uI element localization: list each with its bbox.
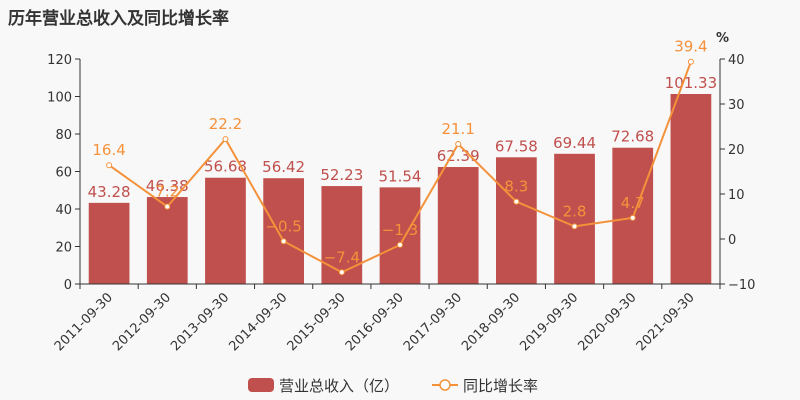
bar-value-label: 46.38 — [146, 177, 189, 195]
x-axis-tick-label: 2013-09-30 — [168, 290, 232, 354]
line-value-label: 2.8 — [563, 202, 587, 220]
line-point — [222, 136, 229, 143]
bar-value-labels: 43.28 46.38 56.68 56.42 52.23 51.54 62.39 67.58… — [88, 74, 718, 201]
x-axis-tick-label: 2017-09-30 — [401, 290, 465, 354]
right-axis-tick-label: 20 — [728, 143, 745, 158]
x-axis-tick-label: 2011-09-30 — [52, 290, 116, 354]
line-point — [571, 223, 578, 230]
line-value-label: 21.1 — [441, 120, 474, 138]
line-point — [687, 58, 694, 65]
left-axis-tick-label: 120 — [47, 53, 72, 68]
bar — [437, 167, 479, 284]
right-axis-tick-label: 0 — [728, 233, 736, 248]
line-value-labels: 16.4 7.2 22.2 −0.5 −7.4 −1.3 21.1 8.3 2.8 4.7 39.4 — [92, 38, 707, 267]
line-value-label: 4.7 — [621, 194, 645, 212]
bar-value-label: 101.33 — [665, 74, 718, 92]
line-series — [106, 58, 694, 276]
x-axis-tick-label: 2018-09-30 — [459, 290, 523, 354]
left-axis-tick-label: 100 — [47, 91, 72, 106]
legend-bar-swatch[interactable] — [248, 378, 274, 392]
bar-value-label: 43.28 — [88, 183, 131, 201]
line-value-label: 8.3 — [504, 178, 528, 196]
line-point — [513, 198, 520, 205]
x-axis-tick-label: 2016-09-30 — [343, 290, 407, 354]
bar-value-label: 69.44 — [553, 134, 596, 152]
line-value-label: 22.2 — [209, 115, 242, 133]
bar — [379, 187, 421, 284]
line-point — [629, 214, 636, 221]
bar-value-label: 67.58 — [495, 137, 538, 155]
bar-series — [88, 94, 712, 284]
bar — [670, 94, 712, 284]
bar — [321, 186, 363, 284]
right-axis-tick-label: 10 — [728, 188, 745, 203]
line-point — [455, 141, 462, 148]
bar — [496, 157, 537, 284]
left-axis-tick-label: 0 — [64, 278, 72, 293]
left-axis-tick-label: 60 — [55, 166, 72, 181]
bar — [205, 177, 246, 284]
left-axis-tick-label: 20 — [55, 241, 72, 256]
line-point — [164, 203, 171, 210]
bar — [554, 153, 595, 284]
x-axis-tick-label: 2021-09-30 — [634, 290, 698, 354]
right-axis-tick-label: 30 — [728, 98, 745, 113]
line-value-label: −7.4 — [324, 248, 360, 266]
legend-line-label[interactable]: 同比增长率 — [463, 377, 538, 395]
bar — [263, 178, 304, 284]
bar-value-label: 52.23 — [320, 166, 363, 184]
line-point — [280, 238, 287, 245]
x-axis-tick-label: 2015-09-30 — [285, 290, 349, 354]
bar-value-label: 56.42 — [262, 158, 305, 176]
line-value-label: 16.4 — [92, 141, 125, 159]
x-axis-tick-label: 2020-09-30 — [576, 290, 640, 354]
line-point — [397, 241, 403, 248]
left-axis-tick-label: 40 — [55, 203, 72, 218]
x-axis-tick-label: 2012-09-30 — [110, 290, 174, 354]
x-axis-tick-label: 2014-09-30 — [226, 290, 290, 354]
line-point — [106, 162, 113, 169]
line-value-label: −1.3 — [382, 221, 418, 239]
right-axis-unit: % — [716, 31, 729, 46]
left-axis-tick-label: 80 — [55, 128, 72, 143]
legend: 营业总收入（亿） 同比增长率 — [248, 377, 538, 395]
line-value-label: 7.2 — [155, 183, 179, 201]
line-point — [338, 269, 345, 276]
legend-line-marker — [439, 379, 451, 391]
bar-value-label: 62.39 — [437, 147, 480, 165]
x-axis-tick-label: 2019-09-30 — [517, 290, 581, 354]
legend-bar-label[interactable]: 营业总收入（亿） — [279, 377, 399, 395]
bar — [88, 202, 130, 284]
bar-value-label: 51.54 — [379, 167, 422, 185]
right-axis-tick-label: −10 — [728, 278, 755, 293]
bar-value-label: 72.68 — [611, 128, 654, 146]
line-value-label: −0.5 — [265, 217, 301, 235]
bar — [146, 197, 188, 284]
chart-title: 历年营业总收入及同比增长率 — [8, 9, 229, 29]
right-axis-tick-label: 40 — [728, 53, 745, 68]
bar-value-label: 56.68 — [204, 158, 247, 176]
line-value-label: 39.4 — [674, 38, 707, 56]
